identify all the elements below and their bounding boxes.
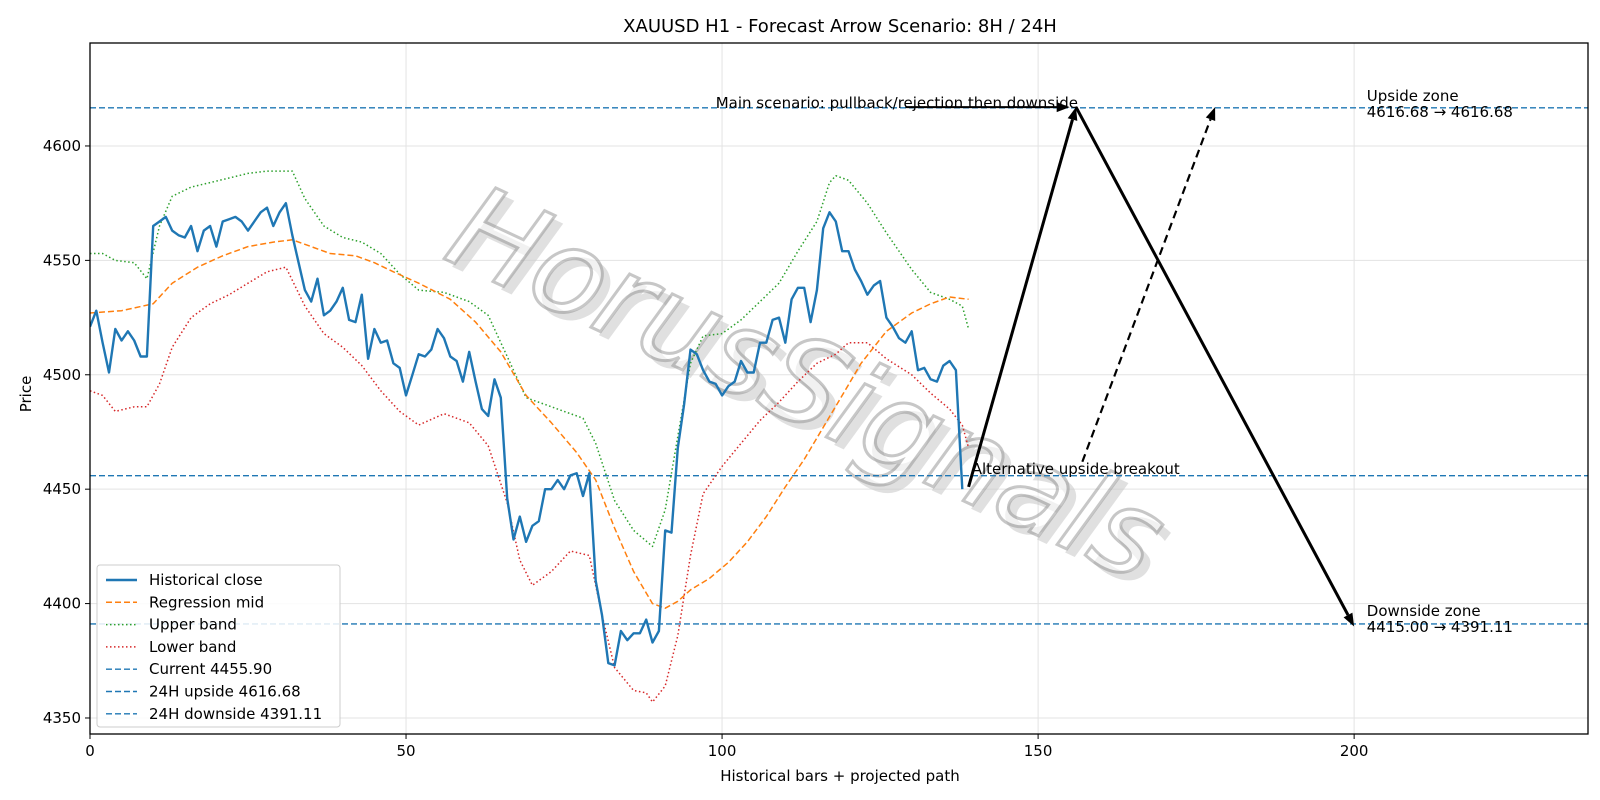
legend: Historical close Regression mid Upper band…: [96, 564, 341, 728]
annotation-text: Alternative upside breakout: [972, 460, 1180, 478]
axes: 0 50 100 150 200 4350 4400 4450 4500 4550 4600: [43, 42, 1589, 760]
arrow-alternative: [1081, 118, 1212, 463]
y-tick-label: 4550: [43, 251, 81, 269]
series-historical-close: [90, 201, 964, 667]
y-tick-label: 4400: [43, 595, 81, 613]
annotation-text: Downside zone: [1367, 602, 1481, 620]
legend-label: Lower band: [149, 638, 236, 656]
y-tick-label: 4450: [43, 480, 81, 498]
series-regression-mid: [90, 239, 969, 609]
arrowhead-main-pointer: [1056, 102, 1070, 113]
legend-label: 24H downside 4391.11: [149, 705, 322, 723]
annotations: Main scenario: pullback/rejection then d…: [716, 87, 1513, 636]
watermark-text: HorusSignals: [429, 158, 1185, 608]
axes-frame: [89, 42, 1589, 735]
arrow-main-down: [1074, 106, 1350, 616]
x-axis-label: Historical bars + projected path: [720, 767, 960, 785]
legend-label: 24H upside 4616.68: [149, 683, 301, 701]
x-tick-label: 0: [85, 742, 95, 760]
x-tick-label: 50: [396, 742, 415, 760]
legend-label: Upper band: [149, 616, 237, 634]
y-tick-label: 4600: [43, 137, 81, 155]
chart-title: XAUUSD H1 - Forecast Arrow Scenario: 8H …: [623, 16, 1057, 37]
arrowhead-alternative: [1205, 107, 1216, 121]
legend-label: Historical close: [149, 571, 263, 589]
legend-label: Regression mid: [149, 593, 264, 611]
arrow-main-up: [967, 119, 1074, 488]
annotation-text: 4415.00 → 4391.11: [1367, 618, 1513, 636]
legend-label: Current 4455.90: [149, 660, 272, 678]
arrowhead-main-down: [1343, 612, 1355, 627]
y-axis-label: Price: [17, 376, 35, 413]
annotation-text: Main scenario: pullback/rejection then d…: [716, 94, 1078, 112]
annotation-text: 4616.68 → 4616.68: [1367, 103, 1513, 121]
x-tick-label: 150: [1024, 742, 1053, 760]
arrowhead-main-up: [1067, 107, 1078, 121]
y-tick-label: 4500: [43, 366, 81, 384]
legend-box: [96, 564, 341, 728]
x-tick-label: 200: [1340, 742, 1369, 760]
plot-area: [90, 107, 1588, 703]
y-tick-label: 4350: [43, 709, 81, 727]
annotation-text: Upside zone: [1367, 87, 1459, 105]
x-tick-label: 100: [708, 742, 737, 760]
